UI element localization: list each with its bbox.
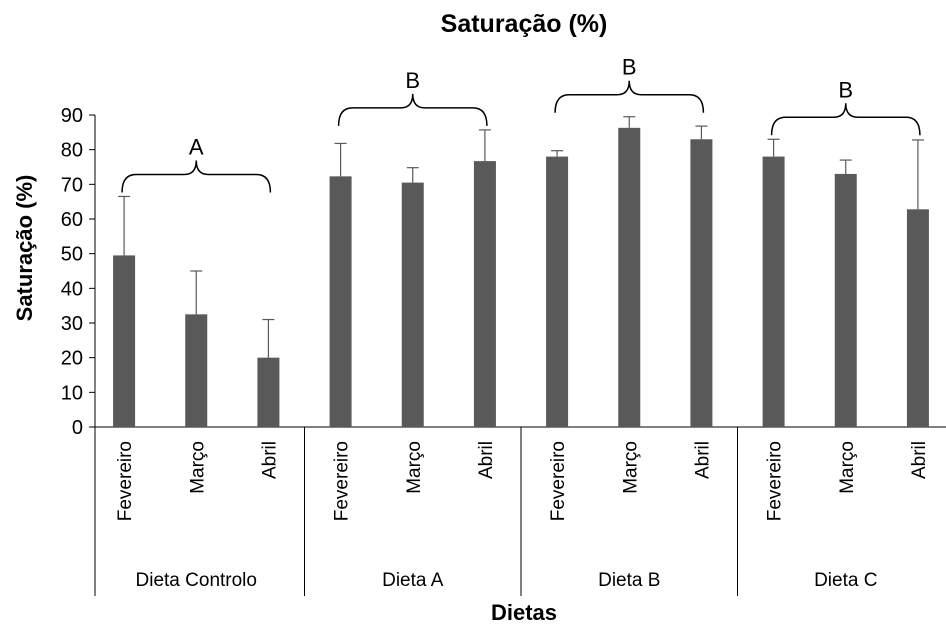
y-axis-label: Saturação (%) (12, 175, 37, 322)
bar (906, 209, 929, 427)
y-tick-label: 60 (61, 209, 83, 231)
bar (546, 156, 569, 427)
bar (834, 173, 857, 427)
bar (185, 314, 208, 427)
bar (690, 139, 713, 427)
y-tick-label: 80 (61, 140, 83, 162)
y-tick-label: 30 (61, 313, 83, 335)
significance-letter: B (838, 77, 853, 102)
bar (257, 357, 280, 427)
category-label: Fevereiro (115, 441, 136, 521)
bar (762, 156, 785, 427)
plot-area: 0 10 20 30 40 50 60 70 80 90 Fevereiro Março Abril Di… (61, 55, 946, 596)
category-label: Fevereiro (332, 441, 353, 521)
category-label: Abril (259, 441, 280, 479)
significance-letter: A (189, 134, 204, 159)
y-tick-label: 20 (61, 348, 83, 370)
group-label: Dieta B (598, 570, 660, 591)
category-label: Fevereiro (548, 441, 569, 521)
category-label: Abril (909, 441, 930, 479)
category-label: Abril (692, 441, 713, 479)
y-tick-label: 40 (61, 278, 83, 300)
group-brace (337, 93, 488, 126)
x-axis-label: Dietas (491, 600, 557, 625)
group-brace (121, 160, 272, 193)
category-label: Abril (476, 441, 497, 479)
y-tick-label: 0 (72, 417, 83, 439)
group-label: Dieta Controlo (136, 570, 257, 591)
chart-title: Saturação (%) (441, 10, 608, 38)
y-tick-label: 50 (61, 244, 83, 266)
category-label: Março (620, 441, 641, 494)
significance-letter: B (622, 55, 637, 80)
group-label: Dieta C (814, 570, 877, 591)
category-label: Março (837, 441, 858, 494)
group-brace (770, 103, 921, 136)
bar (329, 176, 352, 427)
category-label: Março (187, 441, 208, 494)
group-label: Dieta A (382, 570, 444, 591)
significance-letter: B (405, 68, 420, 93)
group-brace (554, 80, 705, 113)
y-tick-label: 90 (61, 105, 83, 127)
bar (618, 127, 641, 428)
bar (473, 161, 496, 427)
y-tick-label: 10 (61, 382, 83, 404)
bar (113, 255, 136, 427)
bar (401, 182, 424, 427)
category-label: Março (404, 441, 425, 494)
y-tick-label: 70 (61, 174, 83, 196)
category-label: Fevereiro (765, 441, 786, 521)
